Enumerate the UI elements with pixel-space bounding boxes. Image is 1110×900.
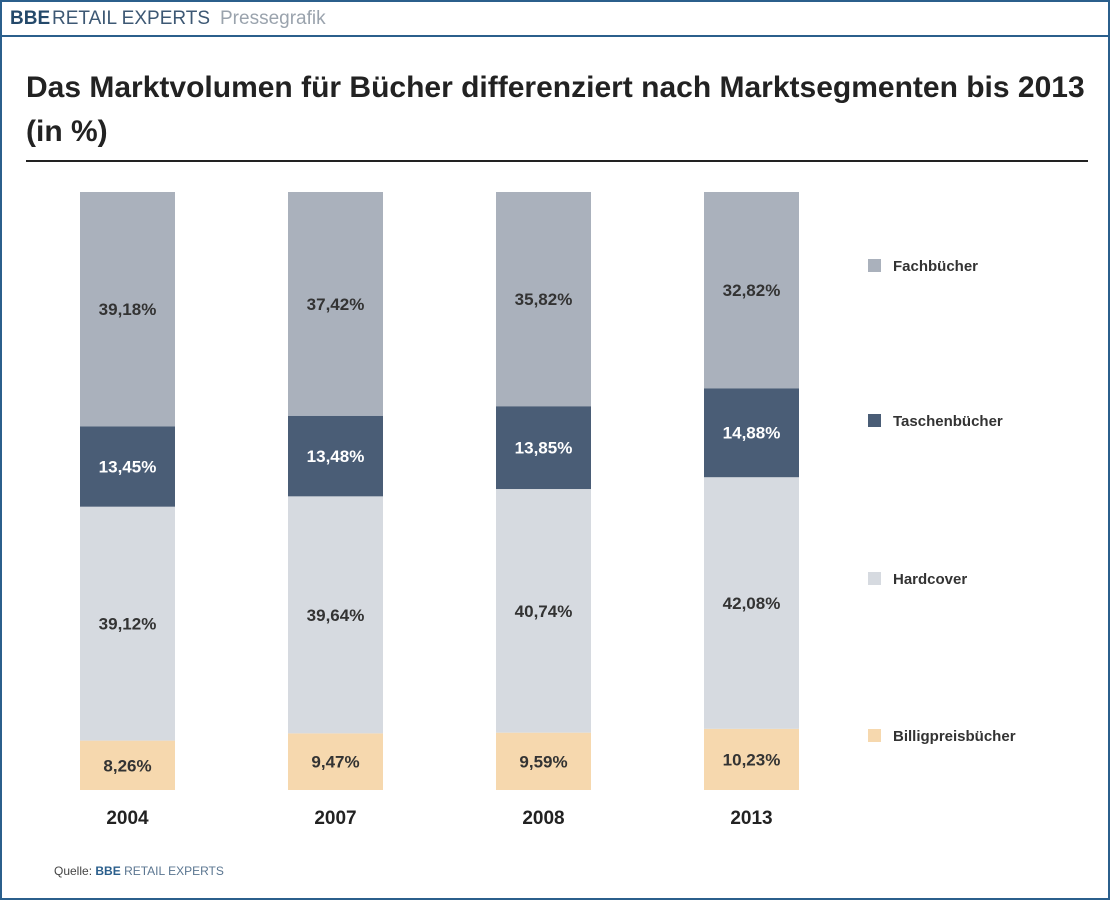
data-label: 13,48%	[307, 447, 365, 466]
brand-rest: RETAIL EXPERTS	[52, 8, 211, 29]
x-tick-label: 2013	[730, 808, 772, 829]
data-label: 42,08%	[723, 594, 781, 613]
data-label: 9,59%	[519, 752, 567, 771]
legend-label: Taschenbücher	[893, 413, 1003, 430]
data-label: 13,45%	[99, 457, 157, 476]
bar-segment	[496, 489, 591, 733]
legend-swatch	[868, 572, 881, 585]
legend-swatch	[868, 729, 881, 742]
source-label: Quelle:	[54, 864, 93, 878]
header-bar: BBE RETAIL EXPERTS Pressegrafik	[2, 2, 1108, 37]
data-label: 10,23%	[723, 750, 781, 769]
source-brand-rest: RETAIL EXPERTS	[124, 864, 224, 878]
bar-segment	[704, 388, 799, 478]
source-note: Quelle: BBE RETAIL EXPERTS	[54, 864, 224, 878]
x-tick-label: 2008	[522, 808, 564, 829]
legend-label: Billigpreisbücher	[893, 728, 1016, 745]
bar-segment	[288, 192, 383, 416]
bar-segment	[288, 733, 383, 790]
source-brand-bold: BBE	[95, 864, 121, 878]
title-rule	[26, 160, 1088, 162]
legend-swatch	[868, 259, 881, 272]
legend-swatch	[868, 414, 881, 427]
bar-segment	[704, 477, 799, 729]
data-label: 32,82%	[723, 281, 781, 300]
bar-segment	[80, 740, 175, 790]
data-label: 39,64%	[307, 606, 365, 625]
data-label: 8,26%	[103, 756, 151, 775]
bar-segment	[80, 192, 175, 427]
bar-segment	[496, 406, 591, 490]
x-tick-label: 2007	[314, 808, 356, 829]
legend-label: Hardcover	[893, 571, 967, 588]
data-label: 40,74%	[515, 602, 573, 621]
data-label: 9,47%	[311, 753, 359, 772]
data-label: 39,18%	[99, 300, 157, 319]
bar-segment	[288, 415, 383, 497]
bar-segment	[288, 496, 383, 734]
data-label: 14,88%	[723, 424, 781, 443]
bar-segment	[496, 732, 591, 790]
x-tick-label: 2004	[106, 808, 149, 829]
legend-label: Fachbücher	[893, 258, 978, 275]
data-label: 35,82%	[515, 290, 573, 309]
header-subtitle: Pressegrafik	[220, 8, 326, 29]
bar-segment	[80, 506, 175, 741]
bar-segment	[704, 728, 799, 790]
bar-segment	[704, 192, 799, 389]
data-label: 13,85%	[515, 439, 573, 458]
bar-segment	[80, 426, 175, 507]
chart-title: Das Marktvolumen für Bücher differenzier…	[26, 71, 1085, 148]
brand-bold: BBE	[10, 8, 51, 29]
data-label: 37,42%	[307, 295, 365, 314]
data-label: 39,12%	[99, 615, 157, 634]
bar-segment	[496, 192, 591, 407]
